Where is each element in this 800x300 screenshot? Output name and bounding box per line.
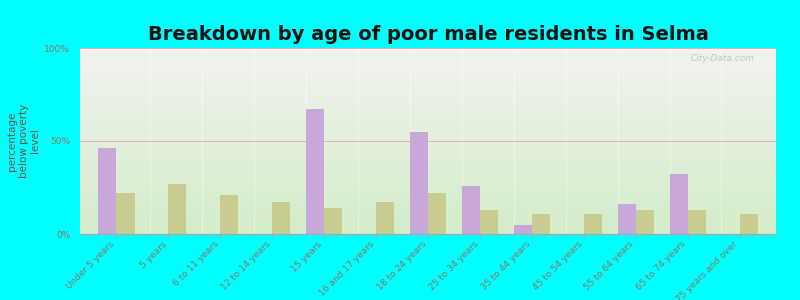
Bar — [670, 175, 688, 234]
Bar — [514, 225, 532, 234]
Bar — [410, 132, 428, 234]
Bar — [98, 148, 116, 234]
Bar — [532, 214, 550, 234]
Bar — [306, 110, 324, 234]
Bar — [220, 195, 238, 234]
Bar — [324, 208, 342, 234]
Bar — [272, 202, 290, 234]
Bar — [116, 193, 134, 234]
Bar — [168, 184, 186, 234]
Text: City-Data.com: City-Data.com — [691, 54, 755, 63]
Bar — [428, 193, 446, 234]
Y-axis label: percentage
below poverty
level: percentage below poverty level — [7, 104, 40, 178]
Bar — [462, 186, 480, 234]
Bar — [618, 204, 636, 234]
Bar — [740, 214, 758, 234]
Bar — [636, 210, 654, 234]
Bar — [376, 202, 394, 234]
Bar — [688, 210, 706, 234]
Bar — [480, 210, 498, 234]
Bar — [584, 214, 602, 234]
Title: Breakdown by age of poor male residents in Selma: Breakdown by age of poor male residents … — [147, 25, 709, 44]
